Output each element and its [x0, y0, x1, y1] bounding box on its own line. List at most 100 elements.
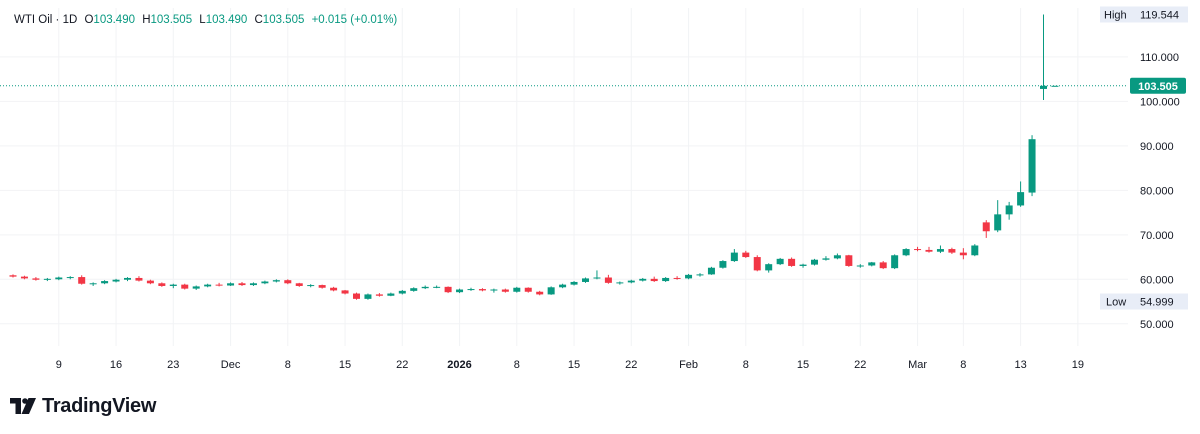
x-tick-label: 15 [339, 359, 351, 371]
candle [295, 282, 303, 287]
price-axis[interactable]: 50.000 60.000 70.000 80.000 90.000 100.000 110… [1140, 52, 1180, 331]
candle [673, 276, 681, 280]
x-tick-label: 22 [396, 359, 408, 371]
candle-body [66, 277, 74, 279]
x-tick-label: 8 [514, 359, 520, 371]
legend-separator: · [55, 14, 63, 26]
candle [1005, 201, 1013, 220]
candle-body [410, 288, 418, 291]
time-axis[interactable]: 9 16 23 Dec 8 15 22 2026 8 15 22 Feb 8 15 22 Mar 8 13 19 [56, 359, 1084, 371]
candle [536, 290, 544, 296]
candle-body [1017, 192, 1025, 206]
candle [891, 254, 899, 270]
tradingview-logo-icon [10, 398, 36, 414]
candle-body [330, 287, 338, 291]
candle-body [318, 285, 326, 288]
candle-body [719, 261, 727, 268]
candle-body [982, 222, 990, 232]
low-label: L [199, 14, 206, 26]
candle [822, 256, 830, 261]
candle [89, 282, 97, 286]
candle-body [444, 286, 452, 293]
candle [215, 282, 223, 287]
candle [776, 257, 784, 266]
y-tick-label: 70.000 [1140, 230, 1174, 242]
symbol-legend: WTI Oil · 1D O103.490 H103.505 L103.490 … [14, 14, 397, 26]
candle [1017, 181, 1025, 207]
interval-label[interactable]: 1D [62, 14, 78, 26]
candle-body [868, 262, 876, 266]
grid-lines [0, 8, 1128, 346]
candle-body [547, 287, 555, 295]
candle [604, 274, 612, 284]
candle-body [238, 283, 246, 286]
candle-body [398, 290, 406, 294]
candle [387, 292, 395, 297]
high-value: 103.505 [150, 14, 193, 26]
candle [421, 285, 429, 290]
candle [398, 289, 406, 295]
candle [765, 263, 773, 273]
candle [169, 283, 177, 289]
candle [627, 279, 635, 284]
candle-body [604, 277, 612, 283]
candle-body [994, 214, 1002, 231]
y-tick-label: 50.000 [1140, 319, 1174, 331]
candle-body [387, 293, 395, 296]
candle-body [891, 255, 899, 269]
candle [799, 263, 807, 268]
candle [238, 281, 246, 286]
candle-body [272, 280, 280, 282]
candle-body [685, 274, 693, 279]
candle [444, 286, 452, 294]
open-label: O [84, 14, 94, 26]
candle-body [776, 258, 784, 265]
candle [696, 273, 704, 277]
candle [410, 287, 418, 292]
candle [914, 246, 922, 252]
candle-body [215, 284, 223, 286]
candle [868, 261, 876, 267]
symbol-name[interactable]: WTI Oil [14, 14, 53, 26]
candle-body [192, 286, 200, 289]
candle [101, 280, 109, 285]
candle [879, 261, 887, 270]
low-marker [1100, 293, 1188, 310]
x-tick-label: 8 [960, 359, 966, 371]
candle [353, 292, 360, 300]
candle [833, 253, 841, 260]
candle [513, 286, 521, 293]
candle-body [1051, 85, 1059, 87]
candle [204, 283, 212, 288]
candle [55, 276, 63, 281]
candle-body [353, 293, 360, 299]
y-tick-label: 80.000 [1140, 185, 1174, 197]
candle-body [456, 289, 464, 293]
close-label: C [254, 14, 263, 26]
candle [811, 258, 818, 266]
candle [43, 277, 51, 282]
candle [719, 260, 727, 269]
candle [20, 275, 28, 280]
candle [330, 286, 338, 292]
candle-body [936, 249, 944, 252]
candle-body [1028, 139, 1036, 193]
candle-body [948, 249, 956, 253]
last-price-tag[interactable] [1130, 77, 1186, 94]
candle [994, 200, 1002, 233]
x-tick-label: 19 [1072, 359, 1084, 371]
candle [467, 287, 475, 291]
candle-body [627, 280, 635, 283]
candle [192, 285, 200, 290]
y-tick-label: 90.000 [1140, 141, 1174, 153]
candle [32, 277, 40, 281]
candle [742, 250, 750, 258]
candle [135, 276, 143, 282]
candle-body [112, 279, 120, 282]
candle-body [765, 264, 773, 271]
x-tick-label: 15 [797, 359, 809, 371]
candle [1028, 135, 1036, 197]
high-label: High [1104, 9, 1127, 21]
tradingview-logo[interactable]: TradingView [10, 395, 156, 417]
